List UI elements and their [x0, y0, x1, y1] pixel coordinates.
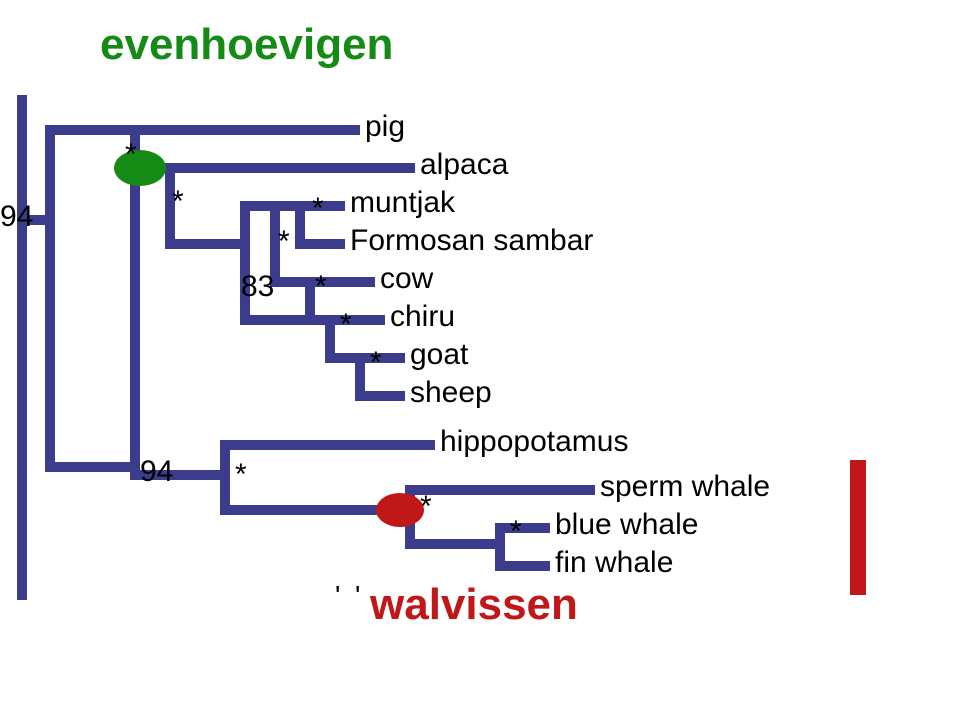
node-label-s-deerbov: *: [278, 225, 290, 259]
leaf-label-formosan: Formosan sambar: [350, 224, 593, 258]
node-label-s-rootcut: 94: [0, 200, 33, 234]
node-label-s-rum: 83: [241, 270, 274, 304]
node-label-s-whale: *: [235, 458, 247, 492]
leaf-label-cow: cow: [380, 262, 433, 296]
leaf-label-alpaca: alpaca: [420, 148, 508, 182]
title-title-whale: walvissen: [370, 580, 578, 630]
title-title-artio: evenhoevigen: [100, 20, 393, 70]
node-label-s-artio: *: [125, 138, 137, 172]
artio-dot: [114, 150, 166, 186]
node-label-s-camrum: *: [172, 185, 184, 219]
tick-tick2: ': [355, 580, 360, 612]
node-label-s-hw: 94: [140, 455, 173, 489]
node-label-s-caprchi: *: [340, 308, 352, 342]
node-label-s-bov: *: [315, 270, 327, 304]
leaf-label-goat: goat: [410, 338, 468, 372]
whale-dot: [376, 493, 424, 527]
node-label-s-whalein: *: [420, 490, 432, 524]
node-label-s-deer: *: [312, 192, 324, 226]
leaf-label-chiru: chiru: [390, 300, 455, 334]
leaf-label-sperm: sperm whale: [600, 470, 770, 504]
tick-tick1: ': [335, 580, 340, 612]
node-label-s-bal: *: [510, 515, 522, 549]
phylogenetic-tree-diagram: { "canvas": { "width": 960, "height": 72…: [0, 0, 960, 720]
leaf-label-hippo: hippopotamus: [440, 425, 628, 459]
leaf-label-sheep: sheep: [410, 376, 492, 410]
leaf-label-muntjak: muntjak: [350, 186, 455, 220]
leaf-label-pig: pig: [365, 110, 405, 144]
leaf-label-blue: blue whale: [555, 508, 698, 542]
node-label-s-capr: *: [370, 346, 382, 380]
leaf-label-fin: fin whale: [555, 546, 673, 580]
whale-bar: [850, 460, 866, 595]
